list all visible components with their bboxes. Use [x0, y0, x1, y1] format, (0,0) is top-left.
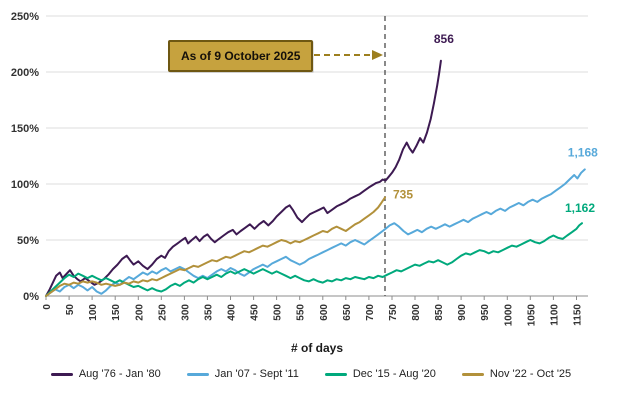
series-line-2	[45, 222, 583, 297]
legend-label: Dec '15 - Aug '20	[352, 368, 436, 380]
gold-rally-comparison-chart: 0% 50% 100% 150% 200% 250% 0 50 100 150 200 250 300 3…	[11, 11, 598, 355]
x-tick-label: 500	[273, 304, 284, 321]
x-tick-label: 100	[88, 304, 99, 321]
legend-swatch-green	[324, 372, 347, 376]
y-tick-label: 250%	[11, 11, 39, 23]
series-end-label-2: 1,162	[565, 201, 595, 215]
series-end-label-1: 1,168	[568, 145, 598, 159]
series-line-1	[45, 168, 586, 297]
legend-swatch-blue	[186, 372, 209, 376]
legend-label: Nov '22 - Oct '25	[489, 368, 572, 380]
chart-legend: Aug '76 - Jan '80 Jan '07 - Sept '11 Dec…	[0, 368, 622, 380]
x-tick-label: 1150	[573, 304, 584, 326]
x-tick-label: 1050	[526, 304, 537, 327]
y-tick-label: 100%	[11, 179, 39, 191]
annotation-box: As of 9 October 2025	[168, 40, 314, 72]
legend-swatch-gold	[461, 372, 484, 376]
chart-canvas: 0% 50% 100% 150% 200% 250% 0 50 100 150 200 250 300 3…	[11, 11, 598, 355]
x-tick-label: 750	[388, 304, 399, 321]
x-tick-label: 550	[296, 304, 307, 321]
x-tick-label: 450	[250, 304, 261, 321]
x-tick-label: 1100	[549, 304, 560, 326]
x-tick-label: 200	[134, 304, 145, 321]
y-tick-label: 50%	[17, 235, 39, 247]
x-tick-label: 850	[434, 304, 445, 321]
legend-item: Jan '07 - Sept '11	[186, 368, 299, 380]
x-tick-label: 1000	[503, 304, 514, 327]
series-line-0	[45, 59, 442, 297]
annotation-text: As of 9 October 2025	[181, 49, 301, 63]
legend-item: Aug '76 - Jan '80	[50, 368, 161, 380]
x-tick-label: 350	[203, 304, 214, 321]
x-tick-label: 400	[227, 304, 238, 321]
series-end-label-3: 735	[393, 187, 413, 201]
x-tick-label: 250	[157, 304, 168, 321]
y-tick-label: 150%	[11, 123, 39, 135]
x-tick-label: 150	[111, 304, 122, 321]
x-tick-label: 650	[342, 304, 353, 321]
legend-item: Dec '15 - Aug '20	[324, 368, 436, 380]
x-axis-title: # of days	[291, 341, 343, 355]
y-tick-label: 200%	[11, 67, 39, 79]
x-tick-label: 700	[365, 304, 376, 321]
x-tick-label: 900	[457, 304, 468, 321]
legend-swatch-purple	[50, 372, 73, 376]
x-tick-label: 0	[42, 304, 53, 310]
series-end-label-0: 856	[434, 32, 454, 46]
legend-label: Aug '76 - Jan '80	[78, 368, 161, 380]
legend-item: Nov '22 - Oct '25	[461, 368, 572, 380]
annotation-arrow-head	[372, 50, 383, 60]
legend-label: Jan '07 - Sept '11	[214, 368, 299, 380]
series-line-3	[45, 196, 386, 297]
x-tick-label: 950	[480, 304, 491, 321]
x-tick-label: 800	[411, 304, 422, 321]
x-tick-label: 300	[180, 304, 191, 321]
y-tick-label: 0%	[23, 291, 39, 303]
x-tick-label: 50	[65, 304, 76, 316]
x-tick-label: 600	[319, 304, 330, 321]
